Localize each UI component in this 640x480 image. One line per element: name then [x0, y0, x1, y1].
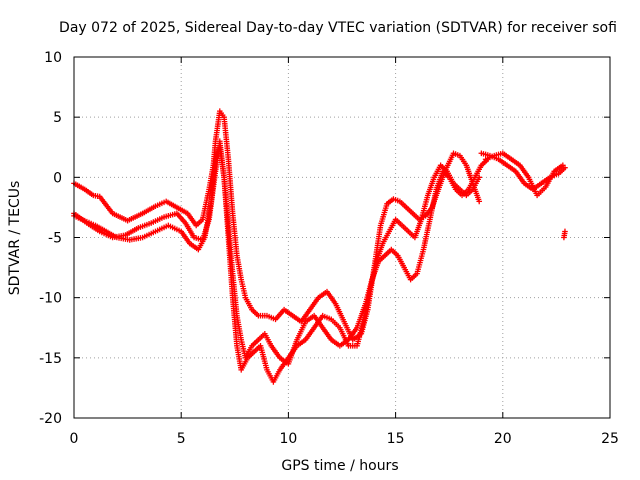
- y-tick-label: -10: [39, 291, 62, 307]
- x-axis-title: GPS time / hours: [281, 458, 398, 474]
- x-tick-labels: 0 5 10 15 20 25: [70, 431, 619, 447]
- series-track-f: [561, 228, 568, 241]
- x-tick-label: 10: [279, 431, 297, 447]
- series-track-e: [482, 150, 566, 199]
- y-tick-label: 5: [53, 110, 62, 126]
- x-tick-label: 0: [70, 431, 79, 447]
- data-point: [562, 228, 568, 235]
- grid-lines: [74, 57, 610, 418]
- data-points: [71, 108, 568, 385]
- axis-ticks: [73, 56, 611, 419]
- y-tick-label: 0: [53, 170, 62, 186]
- x-tick-label: 20: [494, 431, 512, 447]
- y-tick-label: 10: [44, 50, 62, 66]
- y-tick-labels: -20 -15 -10 -5 0 5 10: [39, 50, 62, 427]
- y-axis-title: SDTVAR / TECUs: [7, 181, 23, 296]
- series-track-c: [71, 144, 483, 385]
- series-track-b: [71, 138, 491, 367]
- y-tick-label: -5: [48, 231, 62, 247]
- y-tick-label: -20: [39, 411, 62, 427]
- data-point: [560, 162, 566, 169]
- x-tick-label: 5: [177, 431, 186, 447]
- x-tick-label: 25: [601, 431, 619, 447]
- series-track-a: [71, 108, 483, 343]
- data-point: [476, 174, 483, 181]
- y-tick-label: -15: [39, 351, 62, 367]
- x-tick-label: 15: [387, 431, 405, 447]
- chart-title: Day 072 of 2025, Sidereal Day-to-day VTE…: [59, 20, 617, 36]
- data-point: [476, 198, 483, 205]
